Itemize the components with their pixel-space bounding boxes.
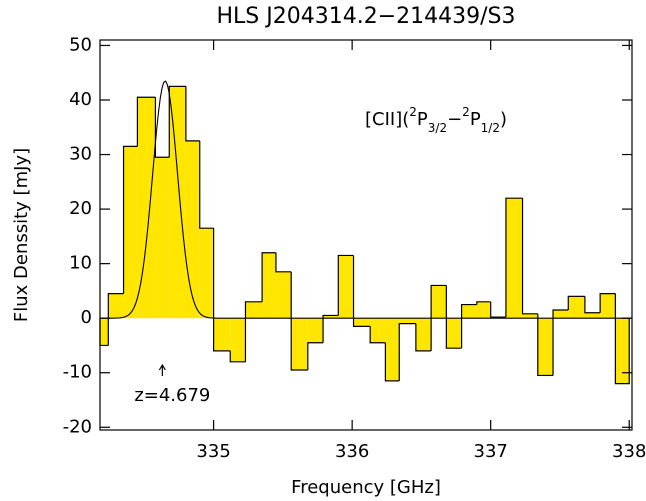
step-line xyxy=(275,252,292,273)
bar xyxy=(137,97,156,319)
step-line xyxy=(476,301,491,305)
y-tick-label: 20 xyxy=(69,198,92,219)
step-line xyxy=(199,140,214,229)
bar xyxy=(399,318,416,324)
step-line xyxy=(490,301,506,318)
bar xyxy=(431,285,447,319)
bar xyxy=(537,318,554,376)
bar xyxy=(505,198,523,319)
bar xyxy=(415,318,432,351)
y-tick-label: 40 xyxy=(69,89,92,110)
bar xyxy=(155,157,170,319)
bar xyxy=(615,318,630,384)
step-line xyxy=(261,252,276,302)
step-line xyxy=(552,309,569,376)
y-tick-label: 10 xyxy=(69,253,92,274)
plot-frame xyxy=(99,39,633,431)
step-line xyxy=(337,254,354,316)
step-line xyxy=(322,314,339,343)
x-axis-label: Frequency [GHz] xyxy=(291,477,441,498)
line-label-part: 2 xyxy=(462,105,470,119)
line-label: [CII](2P3/2−2P1/2) xyxy=(365,105,507,135)
y-tick-label: 50 xyxy=(69,34,92,55)
line-label-part: P xyxy=(470,109,481,130)
y-axis-label: Flux Denssity [mJy] xyxy=(11,148,32,322)
bar xyxy=(245,301,263,319)
line-label-part: P xyxy=(417,109,428,130)
bar xyxy=(275,271,292,319)
bar xyxy=(522,313,538,319)
bar xyxy=(476,301,491,319)
bar xyxy=(584,312,601,319)
bar xyxy=(123,146,138,319)
bar xyxy=(169,86,186,319)
bar xyxy=(568,296,585,319)
bar xyxy=(100,318,109,346)
redshift-label: z=4.679 xyxy=(134,385,210,406)
y-tick-label: -10 xyxy=(63,362,92,383)
y-tick-label: -20 xyxy=(63,416,92,437)
bar xyxy=(600,293,616,319)
step-line xyxy=(122,145,138,294)
bar xyxy=(307,318,324,343)
line-label-part: 2 xyxy=(409,105,417,119)
x-tick-label: 337 xyxy=(474,441,508,462)
y-tick-label: 0 xyxy=(81,307,92,328)
bar xyxy=(185,140,200,319)
step-line xyxy=(154,97,170,158)
x-tick-label: 338 xyxy=(612,441,646,462)
bar xyxy=(338,255,354,319)
step-line xyxy=(505,197,523,318)
bar xyxy=(385,318,400,381)
step-line xyxy=(415,323,432,352)
redshift-arrowhead xyxy=(158,363,166,371)
bar xyxy=(213,318,231,351)
step-line xyxy=(307,342,324,370)
step-line xyxy=(599,293,616,313)
step-line xyxy=(398,323,416,381)
step-line xyxy=(229,350,246,363)
step-line xyxy=(384,342,400,382)
line-label-part: − xyxy=(447,109,462,130)
bar xyxy=(323,315,339,319)
bar xyxy=(262,252,276,319)
line-label-part: 1/2 xyxy=(481,121,500,135)
line-label-part: [CII]( xyxy=(365,109,409,130)
bar xyxy=(230,318,246,362)
bar xyxy=(291,318,308,370)
bar xyxy=(353,318,371,327)
step-line xyxy=(614,293,630,385)
bar xyxy=(446,318,462,349)
bar xyxy=(108,293,124,319)
step-line xyxy=(460,303,477,349)
step-line xyxy=(521,198,538,315)
y-tick-label: 30 xyxy=(69,144,92,165)
bar xyxy=(370,318,386,343)
fit-curve xyxy=(100,80,632,319)
step-line xyxy=(168,85,186,158)
x-tick-label: 335 xyxy=(196,441,230,462)
chart-title: HLS J204314.2−214439/S3 xyxy=(216,4,515,29)
step-line xyxy=(352,255,371,327)
x-tick-label: 336 xyxy=(335,441,369,462)
step-line xyxy=(584,296,601,314)
line-label-part: ) xyxy=(500,109,507,130)
line-label-part: 3/2 xyxy=(428,121,447,135)
bar xyxy=(199,228,214,319)
step-line xyxy=(213,228,231,352)
step-line xyxy=(107,293,124,346)
step-line xyxy=(445,285,462,349)
step-line xyxy=(430,284,447,351)
step-line xyxy=(244,301,263,362)
step-line xyxy=(567,295,585,310)
step-line xyxy=(185,86,200,142)
step-line xyxy=(369,326,386,344)
step-line xyxy=(290,271,308,371)
bar xyxy=(461,304,477,319)
bar xyxy=(553,310,569,319)
step-line xyxy=(136,96,156,147)
step-line xyxy=(537,313,554,377)
